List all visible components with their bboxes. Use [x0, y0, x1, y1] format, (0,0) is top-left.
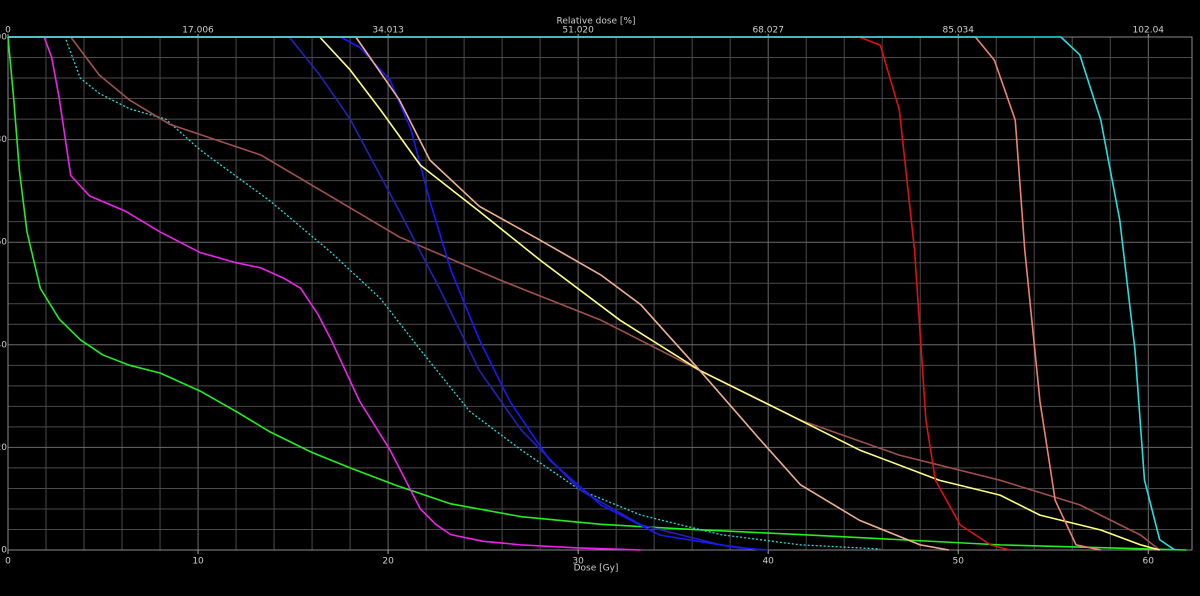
dvh-line — [8, 36, 1101, 551]
dvh-line — [8, 36, 641, 551]
dvh-line — [8, 36, 881, 550]
dvh-line — [8, 36, 1010, 551]
x2-tick-label: 85.034 — [943, 26, 975, 36]
dvh-line — [8, 36, 1161, 551]
x-tick-label: 0 — [5, 557, 11, 567]
dvh-line — [8, 36, 769, 551]
x-tick-label: 60 — [1143, 557, 1155, 567]
x-tick-label: 50 — [953, 557, 965, 567]
x-tick-label: 20 — [382, 557, 394, 567]
x-tick-label: 10 — [192, 557, 204, 567]
x-tick-label: 30 — [572, 557, 584, 567]
dvh-line — [8, 36, 1176, 551]
dvh-line — [8, 36, 761, 551]
x2-tick-label: 51.020 — [562, 26, 594, 36]
dvh-line — [7, 36, 1187, 551]
x2-tick-label: 17.006 — [182, 26, 214, 36]
x2-tick-label: 68.027 — [752, 26, 784, 36]
x2-tick-label: 0 — [5, 26, 11, 36]
x-tick-label: 40 — [762, 557, 774, 567]
y-tick-label: 40 — [0, 340, 7, 350]
x2-axis-title: Relative dose [%] — [556, 17, 635, 27]
x2-tick-label: 34.013 — [372, 26, 404, 36]
y-tick-label: 60 — [0, 238, 7, 248]
y-tick-label: 80 — [0, 135, 7, 145]
dvh-line — [8, 36, 949, 551]
y-tick-label: 0 — [1, 546, 7, 556]
y-tick-label: 100 — [0, 33, 7, 43]
y-tick-label: 20 — [0, 443, 7, 453]
x2-tick-label: 102.04 — [1133, 26, 1165, 36]
x-axis-title: Dose [Gy] — [574, 564, 619, 574]
